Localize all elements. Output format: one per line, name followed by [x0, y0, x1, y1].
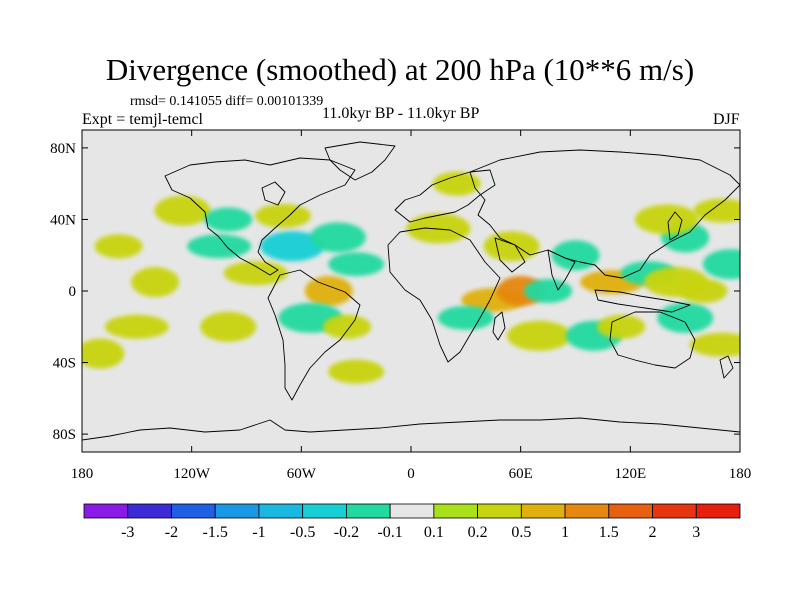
map-background: [82, 130, 740, 452]
map-axes: 80N 40N 0 40S 80S 180 120W 60W 0 60E 120E 180: [50, 130, 751, 482]
colorbar-swatch: [171, 503, 216, 519]
anomaly-blob: [483, 231, 540, 262]
colorbar-label: -3: [121, 524, 134, 541]
anomaly-blob: [323, 314, 372, 339]
colorbar-label: -0.5: [290, 524, 315, 541]
anomaly-blob: [309, 222, 366, 253]
anomaly-blob: [432, 171, 481, 196]
colorbar-swatch: [520, 503, 566, 519]
colorbar: -3 -2 -1.5 -1 -0.5 -0.2 -0.1 0.1 0.2 0.5 1 1.5 2 3: [83, 503, 741, 541]
anomaly-blob: [260, 231, 325, 262]
anomaly-blob: [597, 314, 646, 339]
colorbar-label: -1: [252, 524, 265, 541]
colorbar-swatch: [389, 503, 435, 519]
rmsd-diff-stats: rmsd= 0.141055 diff= 0.00101339: [130, 94, 324, 109]
anomaly-blob: [524, 279, 573, 303]
anomaly-blob: [689, 332, 740, 357]
colorbar-label: 0.5: [511, 524, 531, 541]
anomaly-blob: [204, 207, 253, 232]
greenland-coastline: [324, 141, 396, 181]
lat-tick-label: 80N: [50, 141, 76, 157]
colorbar-label: -0.1: [377, 524, 402, 541]
anomaly-blob: [702, 249, 740, 280]
lon-tick-label: 120W: [173, 466, 211, 482]
anomaly-blob: [693, 198, 740, 223]
anomaly-blob: [187, 234, 252, 259]
colorbar-label: 1.5: [599, 524, 619, 541]
anomaly-blob: [634, 204, 699, 235]
colorbar-swatch: [83, 503, 129, 519]
lon-tick-label: 60W: [287, 466, 317, 482]
anomaly-blob: [131, 267, 180, 298]
anomaly-blob: [506, 320, 571, 351]
anomaly-field: [82, 171, 740, 384]
colorbar-swatch: [652, 503, 697, 519]
anomaly-blob: [328, 359, 385, 384]
coastlines: [82, 141, 740, 441]
period-label: 11.0kyr BP - 11.0kyr BP: [322, 105, 480, 122]
south-america-coastline: [267, 269, 361, 401]
anomaly-blob: [223, 261, 288, 286]
anomaly-blob: [255, 203, 312, 228]
anomaly-blob: [657, 302, 714, 333]
colorbar-label: 0.2: [468, 524, 488, 541]
indonesia-coastline: [594, 289, 691, 313]
colorbar-label: 3: [692, 524, 700, 541]
lat-tick-label: 40S: [53, 356, 76, 372]
madagascar-coastline: [492, 311, 506, 341]
colorbar-swatch: [258, 503, 304, 519]
colorbar-swatch: [564, 503, 610, 519]
antarctica-coastline: [82, 417, 740, 441]
colorbar-label: -1.5: [203, 524, 228, 541]
colorbar-swatch: [302, 503, 347, 519]
hudson-bay-coastline: [261, 181, 286, 206]
colorbar-swatch: [608, 503, 653, 519]
new-zealand-coastline: [719, 355, 734, 379]
colorbar-label: 2: [649, 524, 657, 541]
anomaly-blob: [328, 252, 385, 277]
colorbar-label: 0.1: [424, 524, 444, 541]
lon-tick-label: 180: [729, 466, 752, 482]
anomaly-blob: [304, 276, 353, 306]
colorbar-swatch: [127, 503, 172, 519]
colorbar-label: 1: [561, 524, 569, 541]
lat-tick-label: 0: [69, 284, 77, 300]
colorbar-swatch: [214, 503, 260, 519]
anomaly-blob: [104, 314, 169, 339]
season-label: DJF: [713, 111, 740, 128]
colorbar-label: -2: [165, 524, 178, 541]
colorbar-swatch: [433, 503, 479, 519]
lat-tick-label: 40N: [50, 212, 76, 228]
australia-coastline: [609, 311, 696, 369]
anomaly-blob: [551, 240, 600, 271]
india-coastline: [547, 249, 576, 291]
colorbar-swatch: [345, 503, 391, 519]
lon-tick-label: 120E: [614, 466, 646, 482]
japan-coastline: [667, 211, 683, 241]
colorbar-label: -0.2: [334, 524, 359, 541]
anomaly-blob: [406, 213, 471, 244]
europe-coastline: [394, 169, 496, 223]
lon-tick-label: 0: [407, 466, 415, 482]
anomaly-blob: [94, 234, 143, 259]
experiment-label: Expt = temjl-temcl: [82, 111, 203, 128]
anomaly-blob: [679, 279, 728, 303]
colorbar-swatch: [695, 503, 741, 519]
africa-coastline: [387, 227, 501, 363]
north-america-coastline: [164, 157, 356, 276]
anomaly-blob: [437, 305, 494, 330]
arabia-coastline: [494, 237, 526, 273]
anomaly-blob: [82, 338, 125, 369]
asia-coastline: [469, 149, 740, 279]
lon-tick-label: 180: [71, 466, 94, 482]
lon-tick-label: 60E: [509, 466, 533, 482]
lat-tick-label: 80S: [53, 427, 76, 443]
map-title: Divergence (smoothed) at 200 hPa (10**6 …: [105, 52, 695, 87]
anomaly-blob: [154, 195, 211, 226]
colorbar-swatch: [477, 503, 522, 519]
anomaly-blob: [200, 311, 257, 342]
